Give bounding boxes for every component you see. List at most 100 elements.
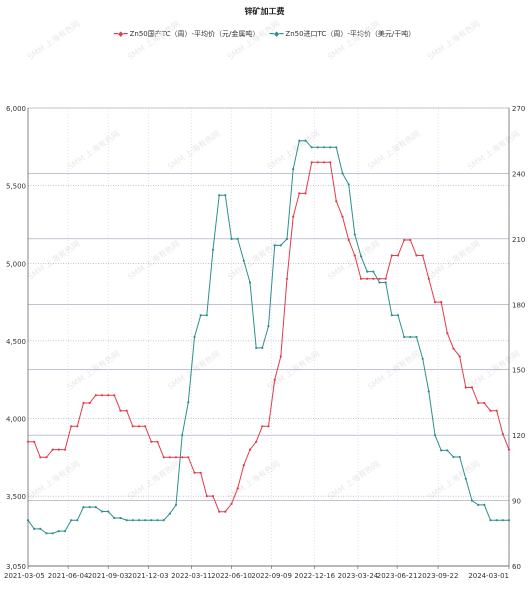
data-point-1: [107, 510, 110, 513]
data-point-0: [181, 456, 184, 459]
data-point-1: [458, 455, 461, 459]
data-point-1: [329, 146, 332, 149]
data-point-1: [409, 335, 412, 339]
data-point-0: [144, 425, 147, 428]
data-point-0: [433, 301, 437, 304]
watermark-text: SMM 上海有色网: [365, 128, 421, 171]
data-point-1: [298, 139, 301, 142]
data-point-1: [440, 449, 443, 452]
data-point-0: [267, 425, 270, 428]
legend-marker-domestic-icon: ━◆━: [113, 30, 128, 38]
data-point-0: [452, 347, 455, 350]
data-point-1: [452, 455, 455, 459]
series-layer: [26, 139, 511, 535]
data-point-1: [335, 146, 338, 149]
data-point-1: [267, 325, 270, 328]
data-point-0: [125, 409, 128, 412]
data-point-0: [396, 254, 400, 257]
data-point-0: [88, 401, 91, 405]
data-point-0: [335, 200, 338, 203]
legend-label-import: Zn50进口TC（周）-平均价（美元/干吨）: [285, 30, 416, 38]
y-right-tick-label: 90: [512, 498, 521, 506]
y-left-tick-label: 3,050: [6, 563, 26, 571]
legend-item-import[interactable]: ━◆━ Zn50进口TC（周）-平均价（美元/干吨）: [270, 29, 416, 39]
data-point-1: [372, 270, 375, 273]
data-point-0: [495, 409, 498, 412]
data-point-0: [236, 487, 239, 490]
data-point-1: [396, 314, 400, 317]
data-point-1: [45, 532, 48, 535]
data-point-0: [464, 386, 467, 389]
x-tick-label: 2022-06-10: [211, 572, 252, 580]
data-point-0: [353, 254, 356, 257]
data-point-0: [415, 254, 418, 257]
watermark-text: SMM 上海有色网: [325, 238, 381, 281]
data-point-1: [489, 519, 492, 522]
legend-item-domestic[interactable]: ━◆━ Zn50国产TC（周）-平均价（元/金属吨）: [114, 29, 260, 39]
data-point-0: [347, 238, 350, 242]
data-point-1: [94, 506, 97, 509]
data-point-1: [483, 503, 486, 506]
x-tick-label: 2021-06-04: [48, 572, 89, 580]
watermark-text: SMM 上海有色网: [165, 128, 221, 171]
data-point-0: [26, 440, 30, 443]
data-point-1: [378, 281, 381, 284]
data-point-1: [304, 139, 307, 142]
data-point-1: [353, 233, 356, 236]
y-right-tick-label: 270: [512, 105, 525, 113]
x-tick-label: 2023-03-24: [338, 572, 379, 580]
watermark-text: SMM 上海有色网: [465, 128, 521, 171]
watermark-text: SMM 上海有色网: [425, 238, 481, 281]
data-point-0: [39, 456, 42, 459]
chart-legend: ━◆━ Zn50国产TC（周）-平均价（元/金属吨） ━◆━ Zn50进口TC（周）…: [0, 29, 529, 39]
data-point-1: [125, 519, 128, 522]
watermark-text: SMM 上海有色网: [265, 128, 321, 171]
data-point-0: [304, 192, 307, 195]
data-point-1: [236, 237, 239, 240]
data-point-1: [199, 314, 202, 317]
data-point-1: [137, 519, 141, 522]
watermark-text: SMM 上海有色网: [25, 458, 81, 501]
data-point-1: [310, 146, 313, 149]
data-point-0: [427, 277, 430, 280]
data-point-0: [372, 277, 375, 280]
watermark-text: SMM 上海有色网: [25, 238, 81, 281]
data-point-1: [88, 506, 91, 509]
legend-marker-import-icon: ━◆━: [269, 30, 284, 38]
data-point-1: [255, 346, 258, 349]
data-point-1: [501, 519, 504, 522]
y-left-tick-label: 3,500: [6, 493, 26, 501]
data-point-1: [33, 527, 36, 531]
data-point-0: [403, 238, 406, 242]
watermark-text: SMM 上海有色网: [65, 128, 121, 171]
data-point-1: [347, 183, 350, 186]
data-point-0: [285, 277, 289, 280]
data-point-0: [292, 215, 295, 218]
data-point-0: [316, 161, 319, 164]
data-point-1: [57, 530, 60, 533]
data-point-1: [341, 172, 344, 175]
data-point-0: [33, 440, 36, 443]
data-point-0: [168, 456, 171, 459]
data-point-0: [137, 425, 141, 428]
data-point-1: [230, 237, 233, 240]
data-point-1: [421, 357, 424, 360]
data-point-1: [433, 434, 437, 437]
data-point-0: [150, 440, 153, 443]
data-point-1: [113, 516, 116, 520]
x-tick-label: 2022-09-09: [251, 572, 292, 580]
data-point-0: [218, 510, 221, 513]
data-point-0: [82, 401, 85, 405]
data-point-0: [174, 456, 178, 459]
watermark-text: SMM 上海有色网: [125, 458, 181, 501]
data-point-1: [390, 314, 393, 317]
axes-layer: 3,050 3,500 4,000 4,500 5,000 5,500 6,000 60 90 1…: [4, 105, 525, 580]
data-point-0: [298, 192, 301, 195]
data-point-1: [100, 510, 104, 513]
series-line-0: [28, 161, 510, 513]
y-right-tick-label: 210: [512, 236, 525, 244]
data-point-0: [384, 277, 387, 280]
data-point-1: [181, 434, 184, 437]
data-point-0: [483, 401, 486, 405]
